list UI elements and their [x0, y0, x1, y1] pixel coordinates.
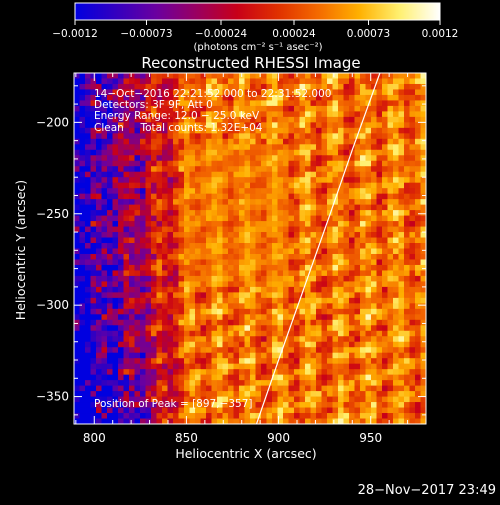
x-axis-title: Heliocentric X (arcsec)	[175, 446, 316, 461]
x-tick-label: 800	[83, 431, 106, 445]
y-tick-label: −250	[36, 207, 69, 221]
plot-frame	[73, 72, 427, 425]
chart-title: Reconstructed RHESSI Image	[141, 54, 360, 72]
annotation-clean: Clean Total counts: 1.32E+04	[94, 122, 263, 134]
colorbar-tick-label: 0.0012	[422, 28, 459, 40]
heatmap-cells	[74, 73, 426, 424]
solar-limb-curve	[255, 73, 381, 424]
colorbar-tick-label: −0.0012	[52, 28, 98, 40]
x-tick-label: 950	[359, 431, 382, 445]
y-tick-label: −350	[36, 390, 69, 404]
colorbar-tick-label: −0.00024	[195, 28, 248, 40]
x-tick-label: 850	[175, 431, 198, 445]
annotation-peak: Position of Peak = [897,−357]	[94, 398, 253, 410]
y-axis-title: Heliocentric Y (arcsec)	[13, 180, 28, 320]
y-tick-label: −200	[36, 115, 69, 129]
colorbar-tick-label: 0.00073	[347, 28, 390, 40]
colorbar-tick-label: 0.00024	[272, 28, 316, 40]
colorbar	[74, 2, 441, 21]
axis-ticks: 800 850 900 950 −200 −250 −300 −350	[36, 73, 427, 445]
colorbar-tick-label: −0.00073	[120, 28, 172, 40]
colorbar-ticks: −0.0012 −0.00073 −0.00024 0.00024 0.00073 0.0…	[52, 20, 458, 40]
y-tick-label: −300	[36, 298, 69, 312]
colorbar-unit: (photons cm⁻² s⁻¹ asec⁻²)	[193, 42, 322, 53]
annotation-energy: Energy Range: 12.0 − 25.0 keV	[94, 110, 260, 122]
annotation-time: 14−Oct−2016 22:21:52.000 to 22:31:52.000	[94, 88, 331, 100]
x-tick-label: 900	[267, 431, 290, 445]
timestamp: 28−Nov−2017 23:49	[358, 483, 496, 498]
annotation-detectors: Detectors: 3F 9F, Att 0	[94, 99, 213, 111]
